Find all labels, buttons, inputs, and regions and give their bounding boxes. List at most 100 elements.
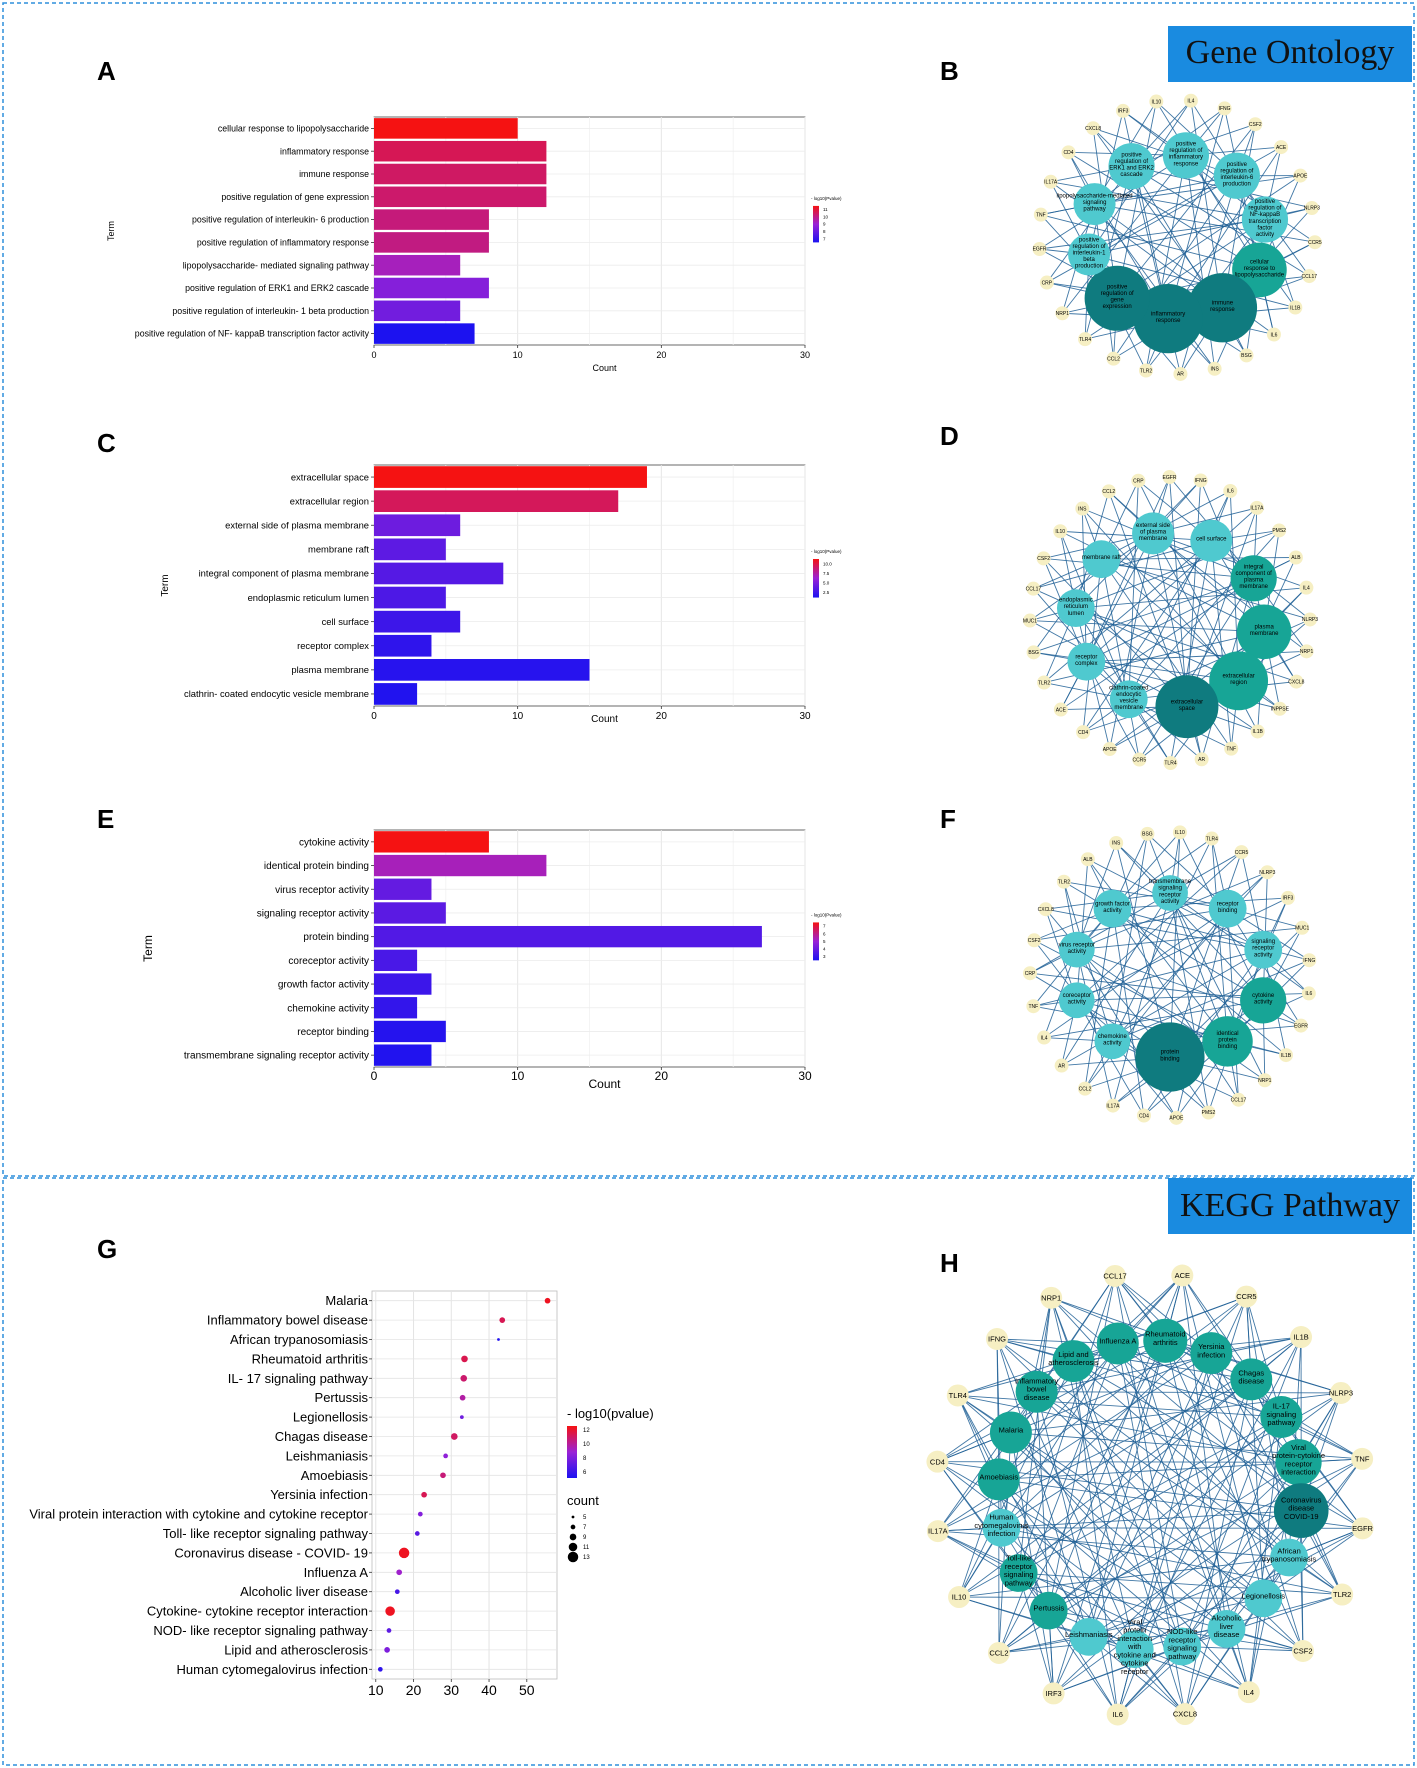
kegg-banner-bg	[1168, 1178, 1412, 1234]
bar	[374, 140, 547, 162]
term-node	[1230, 1358, 1273, 1401]
category-label: IL- 17 signaling pathway	[228, 1371, 369, 1386]
term-label: chemokine activity	[1098, 1034, 1128, 1047]
bar	[374, 254, 461, 276]
term-node	[1058, 931, 1095, 968]
category-label: identical protein binding	[264, 861, 369, 872]
bar	[374, 854, 547, 877]
edge	[958, 1343, 1119, 1598]
gene-node	[1293, 1018, 1308, 1033]
edge	[1076, 897, 1289, 1001]
edge	[1088, 110, 1124, 255]
gene-label: IL17A	[1250, 506, 1264, 512]
term-label: protein binding	[1160, 1050, 1179, 1063]
gene-node	[1040, 1286, 1063, 1309]
gene-node	[1102, 742, 1117, 757]
data-point	[497, 1338, 500, 1341]
gene-node	[1163, 755, 1178, 770]
edge	[1147, 833, 1228, 1042]
gene-label: NRP1	[1056, 311, 1070, 317]
category-label: plasma membrane	[291, 664, 369, 675]
category-label: lipopolysaccharide- mediated signaling p…	[183, 260, 370, 270]
gene-node	[1116, 103, 1131, 118]
edge	[1059, 531, 1130, 700]
bar	[374, 209, 489, 230]
category-label: Rheumatoid arthritis	[252, 1351, 369, 1366]
chart-e-mf-bar: 0 10 20 30 cytokine activity identical protei…	[141, 829, 842, 1091]
edge	[998, 1479, 1250, 1693]
edge-layer	[937, 1275, 1363, 1715]
x-axis-label: Count	[591, 714, 618, 725]
gene-label: IRF3	[1283, 896, 1294, 902]
data-point	[544, 1297, 551, 1304]
legend-size-tick: 11	[583, 1545, 590, 1551]
gene-label: EGFR	[1163, 475, 1177, 481]
x-tick-label: 10	[511, 1069, 525, 1083]
edge	[1182, 1646, 1303, 1652]
term-node	[1244, 1579, 1283, 1618]
edge	[1138, 578, 1255, 760]
edge	[1043, 557, 1254, 579]
gene-node	[1304, 200, 1319, 215]
bar	[374, 323, 475, 344]
term-label: positive regulation of interleukin-1 beta pr…	[1073, 237, 1107, 269]
edge	[957, 1395, 1299, 1463]
edge	[937, 1379, 1252, 1532]
gene-label: IL17A	[1106, 1103, 1120, 1109]
legend-tick: 7	[823, 236, 826, 241]
gene-node	[1234, 845, 1249, 860]
gene-node	[1149, 94, 1164, 109]
gene-node	[1288, 300, 1303, 315]
edge	[958, 1596, 1089, 1638]
gene-label: ALB	[1291, 555, 1301, 561]
term-node	[1109, 680, 1148, 719]
edge	[1087, 858, 1228, 1042]
gene-node	[1207, 361, 1222, 376]
data-point	[450, 1433, 458, 1440]
edge	[1076, 859, 1089, 1001]
category-label: growth factor activity	[278, 980, 369, 991]
edge	[1076, 851, 1242, 1001]
data-point	[414, 1531, 420, 1536]
bar	[374, 514, 461, 537]
edge	[1084, 908, 1113, 1089]
edge	[1036, 1391, 1055, 1694]
term-label: Yersinia infection	[1197, 1342, 1225, 1359]
data-point	[417, 1511, 423, 1517]
panel-label-a: A	[97, 56, 116, 86]
gene-label: MUC1	[1295, 926, 1309, 932]
term-label: immune response	[1210, 300, 1235, 313]
edge	[1088, 254, 1296, 308]
gene-label: AR	[1058, 1063, 1065, 1069]
category-label: positive regulation of interleukin- 1 be…	[172, 306, 369, 316]
term-label: Human cytomegalovirus infection	[974, 1513, 1028, 1539]
legend-color-title: - log10(pvalue)	[567, 1406, 654, 1421]
category-label: cytokine activity	[299, 837, 369, 848]
panel-label-c: C	[97, 428, 116, 458]
term-label: Malaria	[999, 1426, 1024, 1435]
y-axis-label: Term	[160, 574, 171, 596]
edge	[1227, 897, 1289, 1042]
edge	[998, 1275, 1183, 1480]
legend-size-tick: 7	[583, 1525, 587, 1531]
data-point	[421, 1491, 427, 1498]
y-axis-label: Term	[106, 221, 116, 241]
gene-node	[1272, 701, 1287, 716]
legend-colorbar	[567, 1426, 577, 1478]
term-label: Legionellosis	[1242, 1591, 1286, 1600]
gene-node	[986, 1328, 1009, 1351]
term-node	[1108, 143, 1155, 190]
term-label: cell surface	[1196, 537, 1227, 543]
gene-label: NLRP3	[1304, 206, 1320, 212]
edge	[1280, 1416, 1363, 1529]
gene-node	[1293, 168, 1308, 183]
gene-node	[1331, 1583, 1354, 1606]
data-point	[443, 1453, 448, 1459]
gene-label: BSG	[1028, 650, 1039, 656]
gene-label: TLR4	[1164, 761, 1176, 767]
edge	[1184, 1598, 1264, 1715]
gene-node	[1289, 674, 1304, 689]
gene-label: CCL17	[1026, 586, 1042, 592]
gene-node	[1038, 902, 1053, 917]
gene-label: CCL2	[1102, 489, 1115, 495]
